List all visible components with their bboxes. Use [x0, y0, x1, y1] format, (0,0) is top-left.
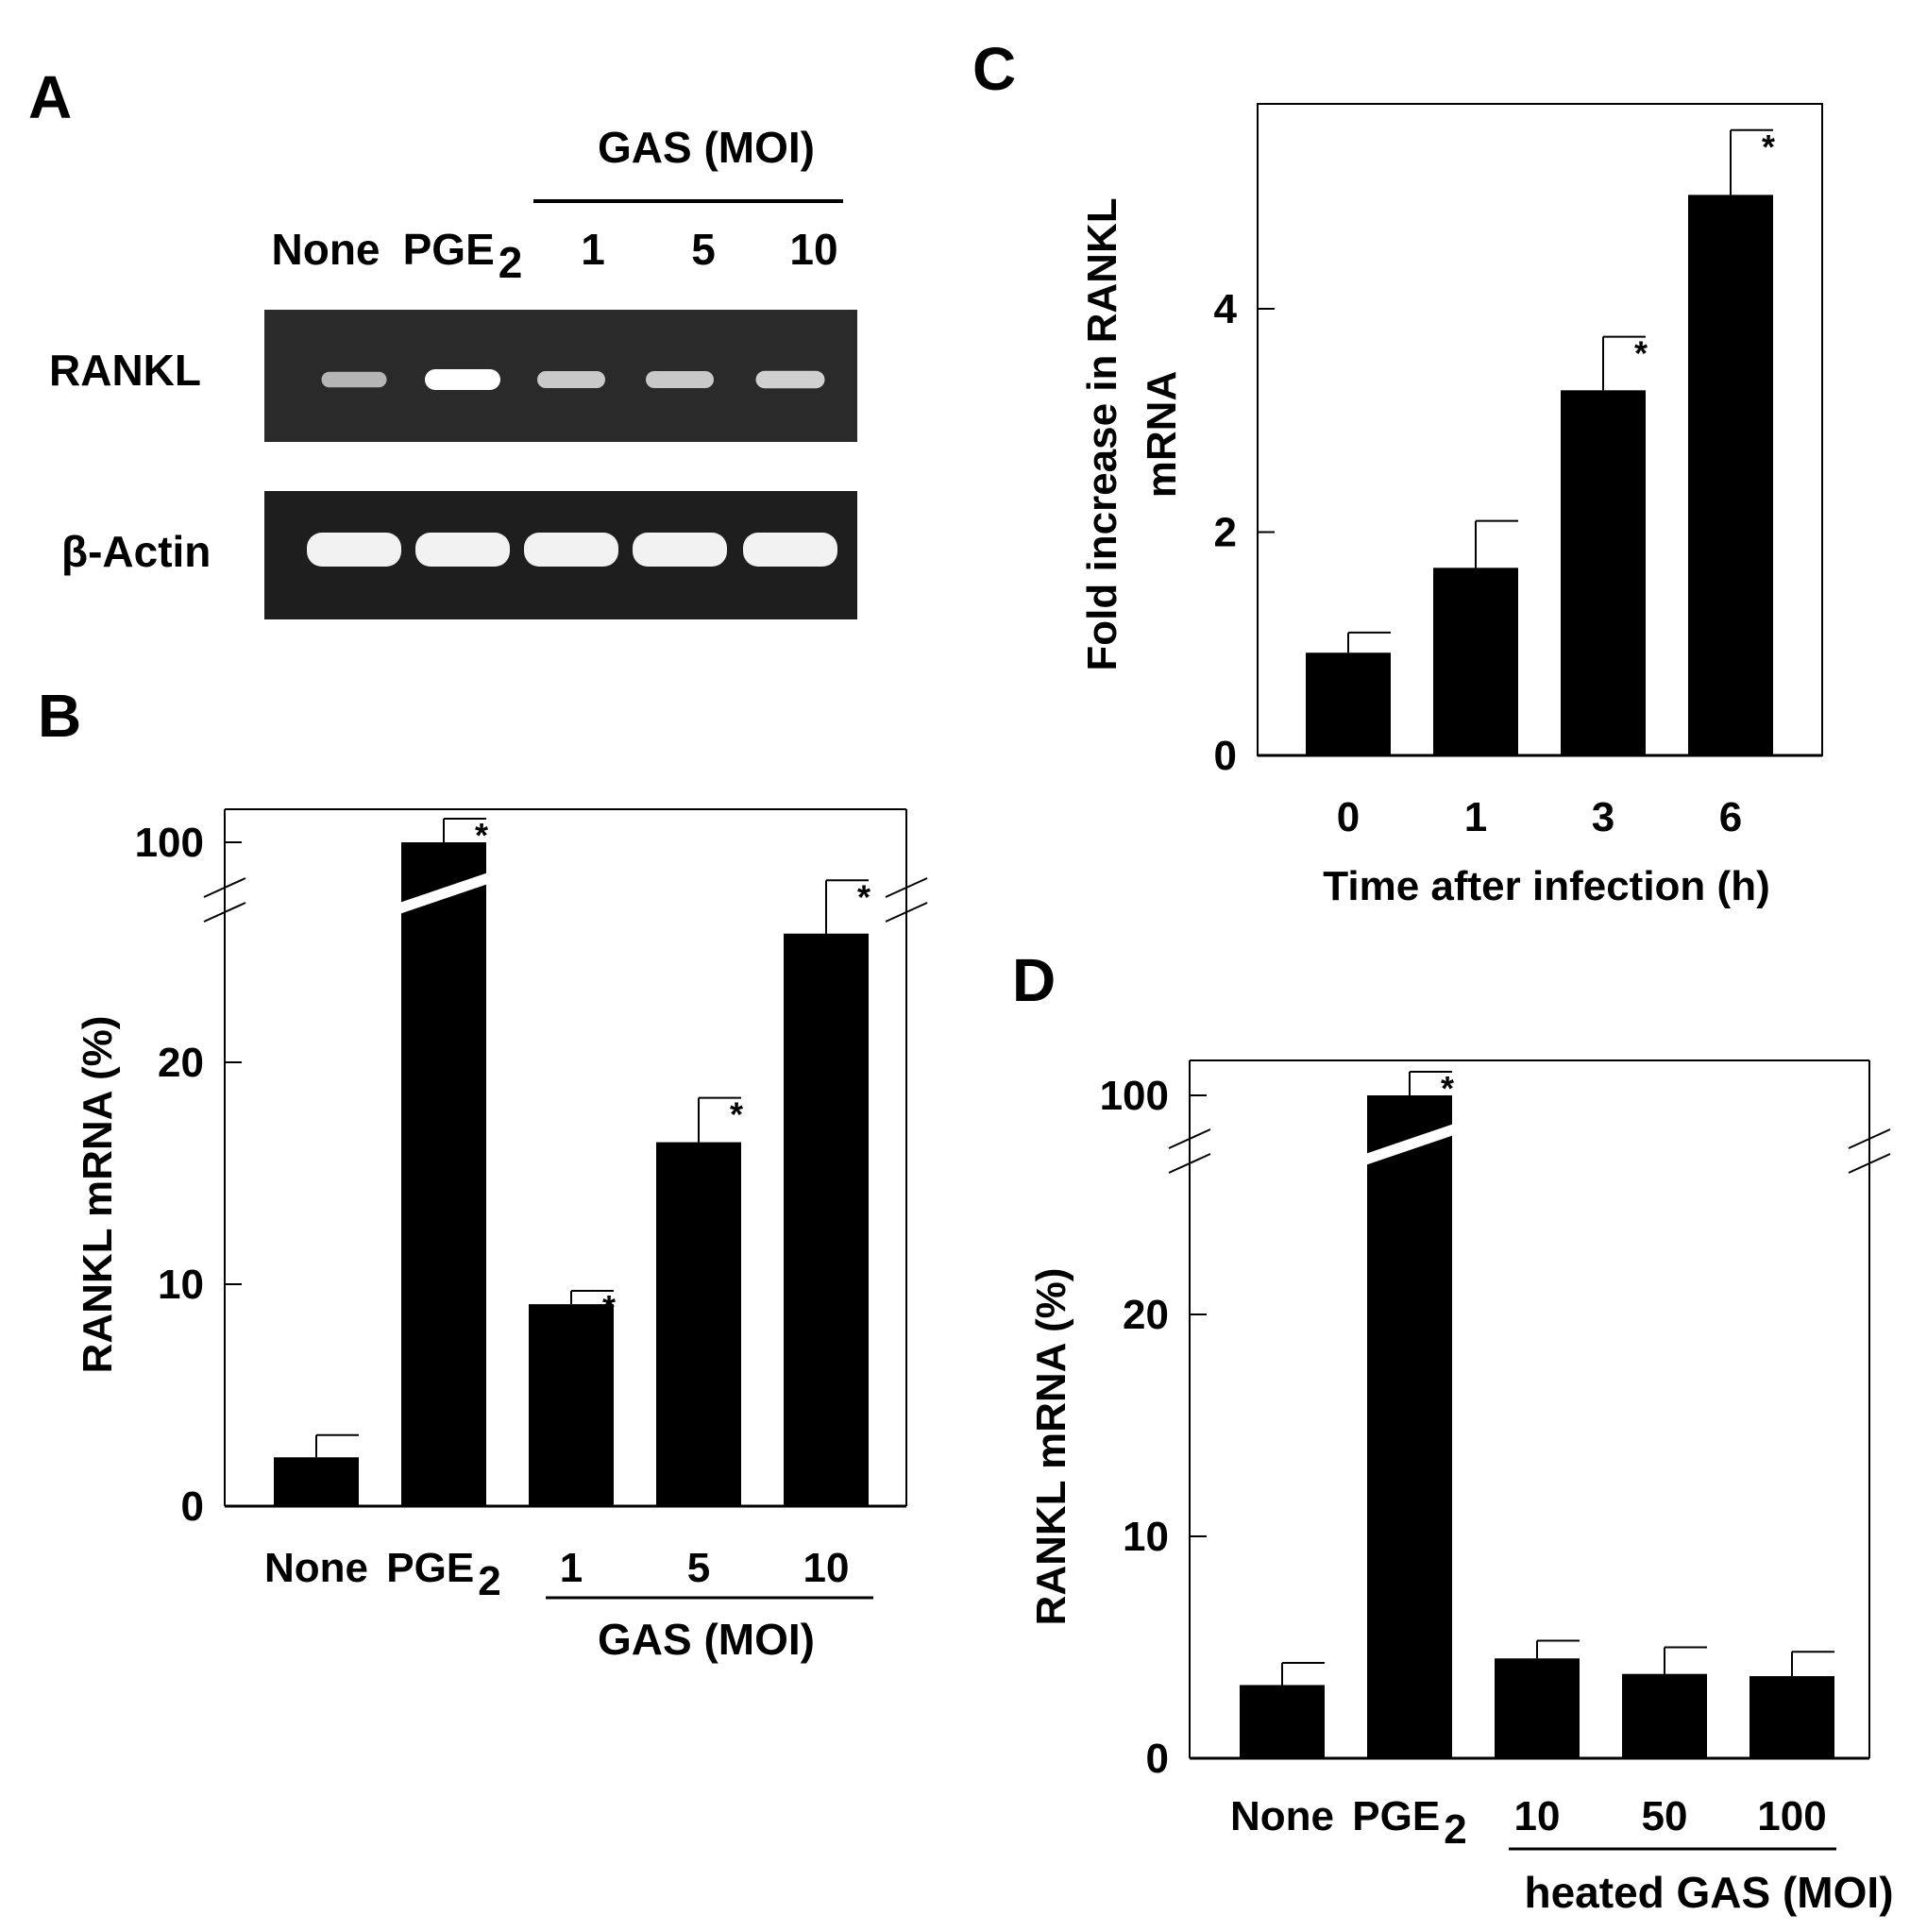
x-tick-label: 10: [1514, 1793, 1561, 1839]
x-tick-label: 0: [1337, 794, 1360, 840]
y-tick-label: 20: [1123, 1292, 1169, 1338]
x-tick-label: 3: [1592, 794, 1614, 840]
significance-marker: *: [1762, 127, 1775, 166]
blot-row-label-rankl: RANKL: [49, 346, 201, 395]
bar: [1495, 1658, 1580, 1758]
bar-break-gap: [1365, 1124, 1454, 1165]
actin-band: [633, 533, 727, 567]
x-tick-label: None: [264, 1545, 368, 1591]
actin-band: [524, 533, 618, 567]
rankl-band: [425, 369, 500, 390]
y-tick-label: 100: [1100, 1073, 1169, 1119]
x-tick-label: 10: [803, 1545, 850, 1591]
x-tick-label: 100: [1757, 1793, 1826, 1839]
bar: [1749, 1676, 1834, 1758]
y-tick-label: 100: [135, 820, 204, 866]
significance-marker: *: [1634, 334, 1648, 373]
bar: [1240, 1685, 1325, 1758]
bar: [1433, 568, 1518, 755]
y-tick-label: 0: [1146, 1736, 1169, 1782]
significance-marker: *: [730, 1095, 743, 1134]
panel-b: B RANKL mRNA (%) 0 10 20 100 None * PGE2 * 1 * 5 * 1…: [38, 682, 928, 1664]
rankl-band: [321, 371, 387, 388]
y-tick-label: 2: [1214, 510, 1237, 556]
actin-band: [415, 533, 510, 567]
panel-a: A GAS (MOI) None PGE2 1 5 10 RANKL β-Actin: [28, 63, 857, 619]
bar: [1367, 1095, 1452, 1758]
bar: [656, 1142, 741, 1506]
significance-marker: *: [602, 1288, 616, 1327]
x-tick-label: 6: [1719, 794, 1742, 840]
panel-b-chart: 0 10 20 100 None * PGE2 * 1 * 5 * 10: [135, 808, 928, 1604]
significance-marker: *: [1441, 1069, 1454, 1108]
panel-d: D RANKL mRNA (%) 0 10 20 100 None * PGE2 10 50 10…: [1012, 946, 1894, 1917]
y-tick-label: 0: [1214, 733, 1237, 779]
panel-c-label: C: [972, 35, 1016, 103]
axis-break-mark: [885, 877, 928, 898]
x-tick-label: 50: [1642, 1793, 1688, 1839]
y-tick-label: 0: [181, 1483, 204, 1530]
axis-break-mark: [203, 902, 246, 923]
lane-label-1: 1: [581, 225, 605, 274]
axis-break-mark: [1848, 1153, 1891, 1174]
panel-a-group-label: GAS (MOI): [598, 123, 815, 172]
lane-label-10: 10: [789, 225, 837, 274]
bar: [1561, 390, 1646, 755]
bar: [1688, 195, 1773, 755]
panel-c-ylabel-line2: mRNA: [1139, 371, 1185, 498]
rankl-band: [755, 370, 825, 389]
significance-marker: *: [857, 877, 870, 916]
axis-break-mark: [885, 902, 928, 923]
x-tick-label: 1: [560, 1545, 583, 1591]
bar: [529, 1304, 614, 1506]
actin-band: [307, 533, 401, 567]
panel-d-group-label: heated GAS (MOI): [1524, 1868, 1893, 1917]
y-tick-label: 4: [1214, 286, 1238, 332]
blot-row-label-actin: β-Actin: [61, 527, 211, 576]
panel-c-ylabel-line1: Fold increase in RANKL: [1079, 197, 1125, 670]
rankl-band: [537, 371, 605, 388]
panel-c-xlabel: Time after infection (h): [1323, 863, 1769, 909]
panel-b-label: B: [38, 682, 81, 750]
axis-break-mark: [1848, 1128, 1891, 1149]
bar: [401, 842, 486, 1506]
x-tick-label-pge2: PGE2: [1352, 1793, 1466, 1853]
panel-a-lane-labels: None PGE2 1 5 10: [272, 225, 838, 287]
lane-label-none: None: [272, 225, 380, 274]
x-tick-label: 5: [687, 1545, 710, 1591]
panel-a-label: A: [28, 63, 72, 131]
panel-d-ylabel: RANKL mRNA (%): [1028, 1268, 1074, 1626]
y-tick-label: 10: [1123, 1514, 1169, 1560]
axis-break-mark: [203, 877, 246, 898]
panel-b-group-label: GAS (MOI): [598, 1615, 815, 1664]
bar: [1622, 1673, 1707, 1758]
x-tick-label: 1: [1464, 794, 1487, 840]
bar: [274, 1457, 359, 1506]
panel-b-ylabel: RANKL mRNA (%): [75, 1016, 121, 1374]
y-tick-label: 10: [158, 1262, 204, 1308]
x-tick-label: None: [1230, 1793, 1334, 1839]
rankl-band: [646, 371, 714, 388]
y-tick-label: 20: [158, 1040, 204, 1086]
actin-band: [743, 533, 837, 567]
axis-break-mark: [1168, 1128, 1211, 1149]
panel-c-chart: 0 2 4 0 1 * 3 * 6: [1214, 103, 1823, 840]
bar: [1306, 652, 1391, 755]
bar-break-gap: [399, 873, 488, 914]
lane-label-5: 5: [691, 225, 716, 274]
lane-label-pge2: PGE2: [403, 225, 523, 287]
panel-d-chart: 0 10 20 100 None * PGE2 10 50 100: [1100, 1059, 1891, 1853]
bar: [784, 933, 869, 1506]
significance-marker: *: [475, 816, 488, 855]
blot-bands: [307, 369, 837, 567]
x-tick-label-pge2: PGE2: [386, 1545, 500, 1604]
panel-d-label: D: [1012, 946, 1056, 1014]
axis-break-mark: [1168, 1153, 1211, 1174]
